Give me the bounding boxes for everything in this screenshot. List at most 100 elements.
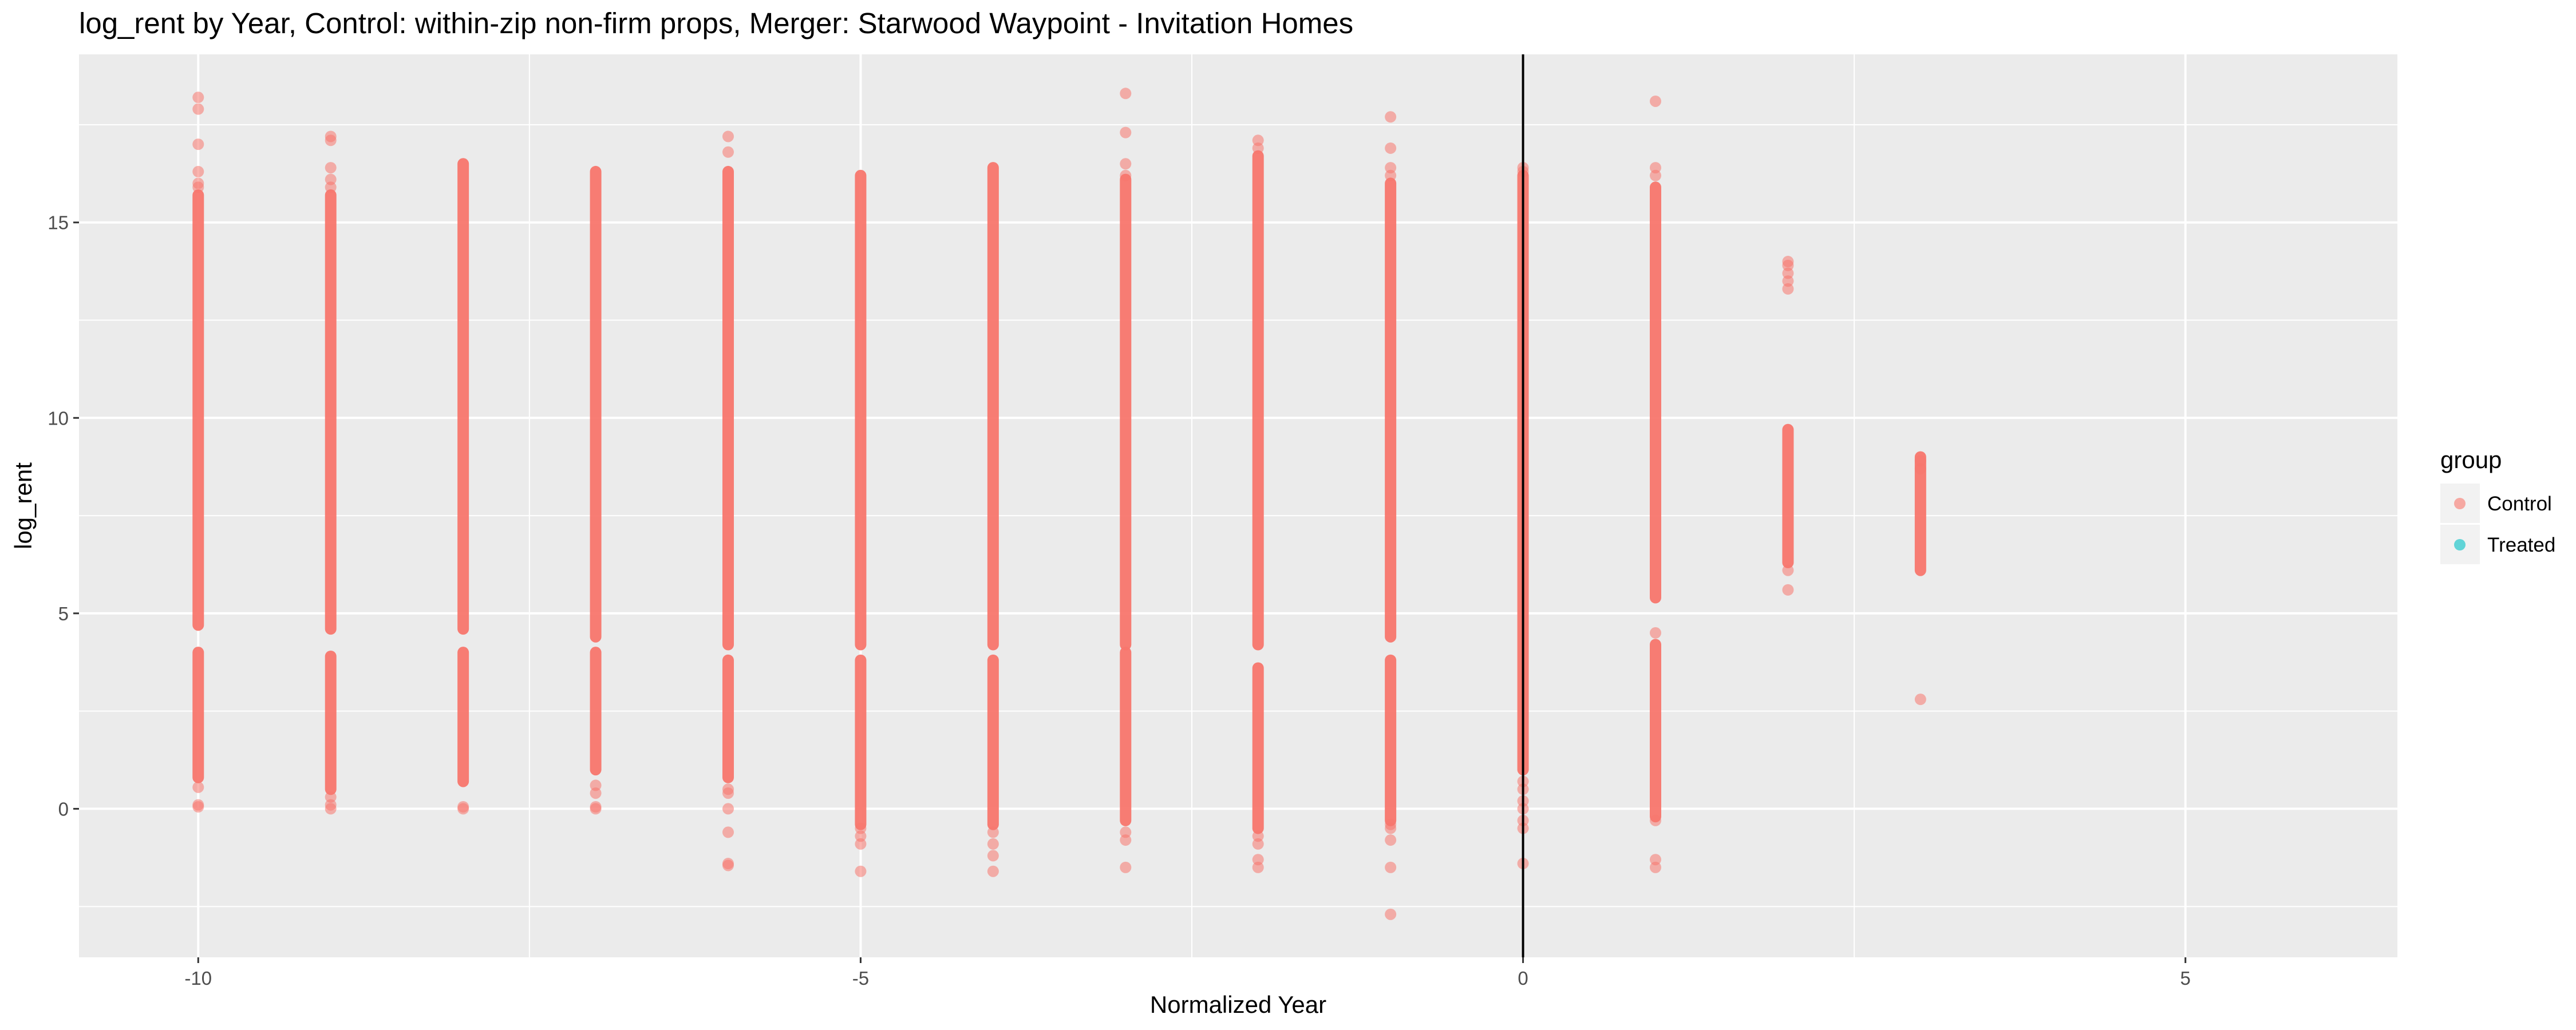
data-point bbox=[987, 850, 999, 862]
data-point bbox=[1782, 564, 1794, 576]
data-point bbox=[1650, 627, 1661, 639]
y-axis-title: log_rent bbox=[10, 462, 37, 549]
point-cluster bbox=[1385, 177, 1397, 643]
data-point bbox=[1650, 854, 1661, 866]
data-point bbox=[722, 803, 734, 815]
point-cluster bbox=[1385, 654, 1397, 826]
x-tick-label: 5 bbox=[2180, 968, 2191, 989]
data-point bbox=[325, 173, 337, 185]
data-point bbox=[1914, 694, 1926, 706]
point-cluster bbox=[1252, 662, 1264, 834]
y-tick-label: 10 bbox=[48, 407, 69, 429]
legend-marker-control bbox=[2454, 498, 2466, 509]
point-cluster bbox=[1252, 150, 1264, 651]
legend: group Control Treated bbox=[2440, 446, 2555, 564]
data-point bbox=[987, 865, 999, 877]
data-point bbox=[987, 838, 999, 850]
point-cluster bbox=[1120, 173, 1132, 651]
point-cluster bbox=[192, 647, 204, 783]
data-point bbox=[1650, 95, 1661, 107]
data-point bbox=[192, 138, 204, 150]
data-point bbox=[1782, 283, 1794, 295]
data-point bbox=[855, 830, 867, 842]
point-cluster bbox=[325, 189, 337, 635]
data-point bbox=[1252, 854, 1264, 866]
data-point bbox=[192, 92, 204, 104]
data-point bbox=[325, 803, 337, 815]
legend-label-treated: Treated bbox=[2487, 534, 2555, 556]
data-point bbox=[1914, 463, 1926, 475]
data-point bbox=[987, 826, 999, 838]
data-point bbox=[1385, 822, 1397, 834]
data-point bbox=[325, 162, 337, 174]
data-point bbox=[1385, 169, 1397, 181]
legend-marker-treated bbox=[2454, 539, 2466, 550]
data-point bbox=[1120, 169, 1132, 181]
data-point bbox=[1120, 88, 1132, 100]
plot-panel bbox=[79, 54, 2397, 957]
point-cluster bbox=[590, 165, 602, 643]
point-cluster bbox=[855, 169, 867, 651]
data-point bbox=[1120, 126, 1132, 138]
data-points bbox=[192, 88, 1926, 920]
data-point bbox=[590, 803, 602, 815]
data-point bbox=[1252, 134, 1264, 146]
x-tick-label: -10 bbox=[184, 968, 212, 989]
data-point bbox=[1120, 158, 1132, 170]
data-point bbox=[1385, 861, 1397, 873]
data-point bbox=[722, 146, 734, 158]
data-point bbox=[192, 781, 204, 793]
legend-title: group bbox=[2440, 446, 2502, 473]
data-point bbox=[1650, 861, 1661, 873]
data-point bbox=[1120, 826, 1132, 838]
point-cluster bbox=[1914, 451, 1926, 576]
data-point bbox=[1385, 162, 1397, 174]
data-point bbox=[722, 826, 734, 838]
x-axis-ticks: -10 -5 0 5 bbox=[184, 957, 2191, 989]
point-cluster bbox=[1650, 181, 1661, 604]
data-point bbox=[325, 134, 337, 146]
x-tick-label: 0 bbox=[1518, 968, 1528, 989]
data-point bbox=[1252, 861, 1264, 873]
y-tick-label: 15 bbox=[48, 212, 69, 233]
data-point bbox=[1385, 142, 1397, 154]
y-tick-label: 0 bbox=[58, 798, 69, 819]
data-point bbox=[1650, 814, 1661, 826]
data-point bbox=[1252, 142, 1264, 154]
data-point bbox=[1385, 111, 1397, 123]
data-point bbox=[1252, 830, 1264, 842]
data-point bbox=[457, 803, 469, 815]
point-cluster bbox=[987, 162, 999, 651]
data-point bbox=[1782, 584, 1794, 596]
data-point bbox=[1914, 455, 1926, 467]
point-cluster bbox=[192, 189, 204, 631]
data-point bbox=[192, 181, 204, 193]
data-point bbox=[325, 791, 337, 803]
point-cluster bbox=[1650, 639, 1661, 823]
point-cluster bbox=[325, 651, 337, 795]
data-point bbox=[192, 165, 204, 177]
chart-title: log_rent by Year, Control: within-zip no… bbox=[79, 7, 1353, 39]
y-tick-label: 5 bbox=[58, 603, 69, 624]
data-point bbox=[1385, 908, 1397, 920]
data-point bbox=[1782, 259, 1794, 271]
data-point bbox=[855, 865, 867, 877]
y-axis-ticks: 0 5 10 15 bbox=[48, 212, 79, 819]
x-tick-label: -5 bbox=[852, 968, 869, 989]
point-cluster bbox=[722, 654, 734, 783]
point-cluster bbox=[987, 654, 999, 830]
data-point bbox=[722, 130, 734, 142]
data-point bbox=[1650, 162, 1661, 174]
data-point bbox=[590, 779, 602, 791]
data-point bbox=[1385, 834, 1397, 846]
point-cluster bbox=[722, 165, 734, 651]
data-point bbox=[325, 181, 337, 193]
data-point bbox=[590, 787, 602, 799]
data-point bbox=[1650, 169, 1661, 181]
data-point bbox=[722, 787, 734, 799]
legend-label-control: Control bbox=[2487, 493, 2552, 515]
data-point bbox=[855, 838, 867, 850]
data-point bbox=[1782, 275, 1794, 287]
data-point bbox=[855, 822, 867, 834]
